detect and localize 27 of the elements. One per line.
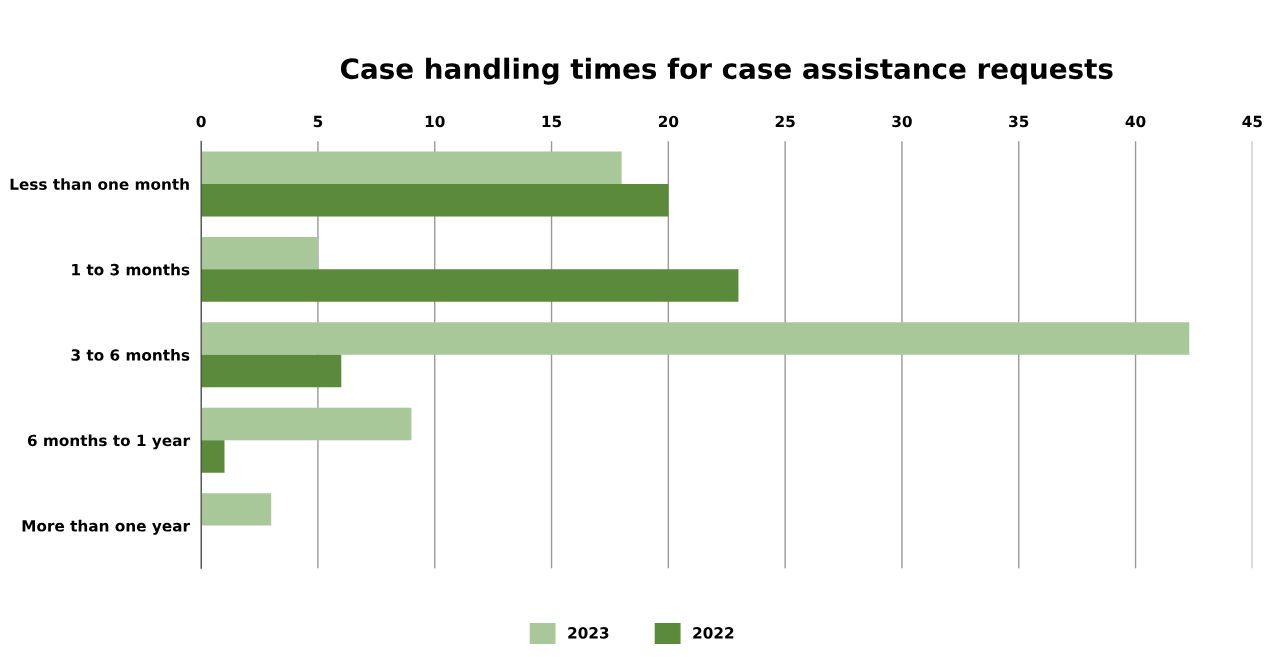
y-tick-label: 3 to 6 months <box>71 348 190 361</box>
x-tick-label: 20 <box>658 115 679 128</box>
x-tick-label: 15 <box>542 115 562 128</box>
y-tick-label: 1 to 3 months <box>72 263 190 276</box>
y-tick-label: More than one year <box>22 519 190 535</box>
x-tick-label: 40 <box>1125 115 1146 128</box>
bar <box>201 269 739 302</box>
x-tick-label: 5 <box>313 115 323 128</box>
x-tick-label: 0 <box>196 115 206 128</box>
x-tick-label: 35 <box>1009 115 1029 128</box>
bar <box>201 236 318 270</box>
y-tick-label: Less than one month <box>10 178 189 190</box>
bar <box>201 440 225 473</box>
bar <box>201 354 342 388</box>
x-tick-label: 25 <box>775 115 795 128</box>
legend-label: 2023 <box>568 627 609 639</box>
x-tick-label: 45 <box>1242 115 1262 128</box>
legend-label: 2022 <box>693 627 734 639</box>
bar <box>201 151 622 184</box>
x-tick-label: 10 <box>425 115 445 128</box>
bar <box>201 493 272 526</box>
bar <box>201 322 1190 355</box>
bar <box>201 407 412 441</box>
chart-title: Case handling times for case assistance requests <box>340 57 1113 85</box>
x-tick-label: 30 <box>892 115 912 128</box>
y-tick-label: 6 months to 1 year <box>27 434 190 450</box>
bar <box>201 183 669 217</box>
